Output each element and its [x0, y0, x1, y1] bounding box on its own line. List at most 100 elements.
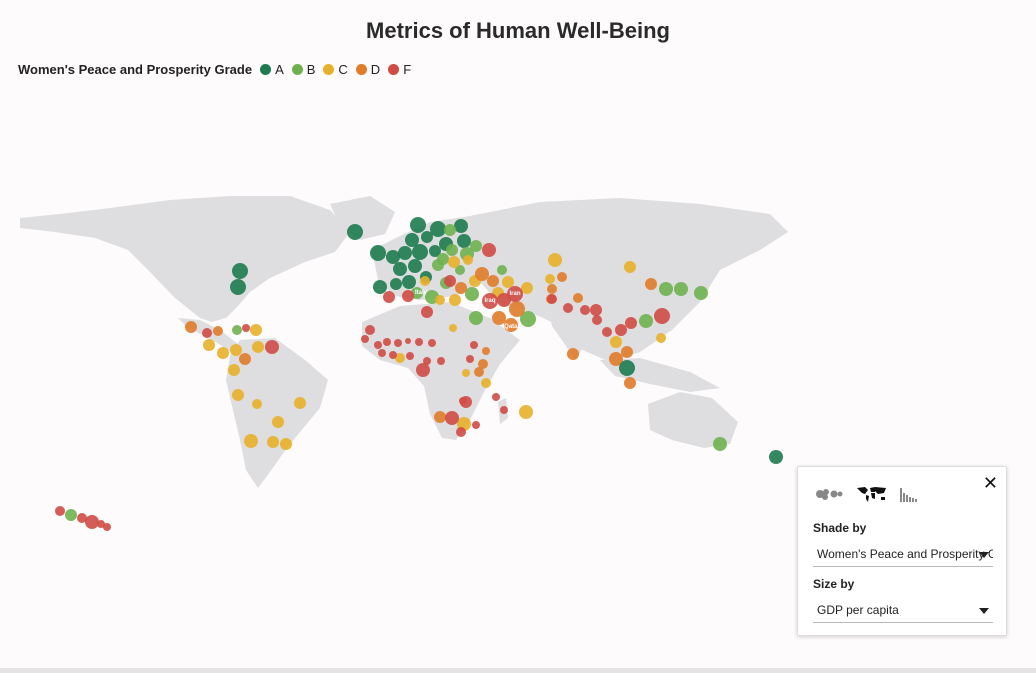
country-bubble-grade-f[interactable] [615, 324, 627, 336]
country-bubble-grade-f[interactable] [415, 338, 423, 346]
country-bubble-grade-f[interactable] [97, 520, 105, 528]
country-bubble-grade-f[interactable] [389, 351, 397, 359]
country-bubble-grade-b[interactable] [470, 240, 482, 252]
country-bubble-grade-d[interactable] [504, 318, 518, 332]
country-bubble-grade-b[interactable] [455, 265, 465, 275]
country-bubble-grade-d[interactable] [609, 352, 623, 366]
country-bubble-grade-c[interactable] [481, 378, 491, 388]
country-bubble-grade-c[interactable] [217, 347, 229, 359]
country-bubble-grade-f[interactable] [580, 305, 590, 315]
country-bubble-grade-c[interactable] [462, 369, 470, 377]
country-bubble-grade-c[interactable] [502, 276, 514, 288]
country-bubble-grade-a[interactable] [454, 219, 468, 233]
country-bubble-grade-c[interactable] [280, 438, 292, 450]
legend-item-c[interactable]: C [323, 62, 348, 77]
country-bubble-grade-b[interactable] [465, 287, 479, 301]
legend-item-a[interactable]: A [260, 62, 284, 77]
shade-by-select[interactable]: Women's Peace and Prosperity G [813, 543, 993, 567]
country-bubble-grade-f[interactable] [378, 349, 386, 357]
country-bubble-grade-a[interactable] [430, 221, 446, 237]
country-bubble-grade-c[interactable] [610, 336, 622, 348]
legend-item-f[interactable]: F [388, 62, 411, 77]
country-bubble-grade-d[interactable] [474, 367, 484, 377]
country-bubble-grade-a[interactable] [402, 275, 416, 289]
country-bubble-grade-f[interactable] [406, 352, 414, 360]
country-bubble-grade-d[interactable] [621, 346, 633, 358]
country-bubble-grade-c[interactable] [232, 389, 244, 401]
country-bubble-grade-a[interactable] [232, 263, 248, 279]
country-bubble-grade-a[interactable] [619, 360, 635, 376]
country-bubble-grade-d[interactable] [482, 347, 490, 355]
country-bubble-grade-c[interactable] [294, 397, 306, 409]
country-bubble-grade-d[interactable] [573, 293, 583, 303]
country-bubble-grade-b[interactable] [444, 224, 456, 236]
country-bubble-grade-b[interactable] [694, 286, 708, 300]
country-bubble-grade-f[interactable] [625, 317, 637, 329]
country-bubble-grade-f[interactable] [492, 393, 500, 401]
country-bubble-grade-f[interactable] [466, 355, 474, 363]
country-bubble-grade-c[interactable] [545, 274, 555, 284]
country-bubble-grade-c[interactable] [521, 282, 533, 294]
country-bubble-grade-d[interactable] [547, 284, 557, 294]
country-bubbles[interactable] [55, 217, 783, 531]
country-bubble-grade-c[interactable] [395, 353, 405, 363]
map-view-icon[interactable] [856, 485, 888, 503]
country-bubble-grade-f[interactable] [85, 515, 99, 529]
country-bubble-grade-d[interactable] [509, 301, 525, 317]
country-bubble-grade-c[interactable] [420, 276, 430, 286]
country-bubble-grade-a[interactable] [393, 262, 407, 276]
country-bubble-grade-f[interactable] [265, 340, 279, 354]
country-bubble-grade-f[interactable] [459, 397, 467, 405]
country-bubble-grade-f[interactable] [470, 341, 478, 349]
country-bubble-grade-f[interactable] [500, 406, 508, 414]
bottom-scrollbar[interactable] [0, 668, 1036, 673]
country-bubble-grade-c[interactable] [435, 295, 445, 305]
country-bubble-grade-a[interactable] [386, 250, 400, 264]
country-bubble-grade-c[interactable] [449, 324, 457, 332]
country-bubble-grade-f[interactable] [592, 315, 602, 325]
country-bubble-grade-c[interactable] [228, 364, 240, 376]
country-bubble-grade-f[interactable] [602, 327, 612, 337]
country-bubble-grade-b[interactable] [232, 325, 242, 335]
country-bubble-grade-c[interactable] [230, 344, 242, 356]
country-bubble-grade-b[interactable] [437, 253, 449, 265]
country-bubble-grade-c[interactable] [449, 294, 461, 306]
country-bubble-grade-d[interactable] [185, 321, 197, 333]
country-bubble-grade-a[interactable] [373, 280, 387, 294]
country-bubble-grade-c[interactable] [448, 256, 460, 268]
country-bubble-grade-f[interactable] [445, 411, 459, 425]
country-bubble-grade-b[interactable] [469, 311, 483, 325]
country-bubble-grade-c[interactable] [656, 333, 666, 343]
country-bubble-grade-f[interactable] [242, 324, 250, 332]
country-bubble-grade-f[interactable] [402, 290, 414, 302]
country-bubble-grade-c[interactable] [272, 416, 284, 428]
histogram-view-icon[interactable] [898, 485, 930, 503]
country-bubble-grade-f[interactable] [374, 341, 382, 349]
country-bubble-grade-f[interactable] [421, 306, 433, 318]
country-bubble-grade-f[interactable] [202, 328, 212, 338]
country-bubble-grade-f[interactable] [654, 308, 670, 324]
country-bubble-grade-f[interactable] [472, 421, 480, 429]
close-icon[interactable]: ✕ [982, 473, 998, 493]
country-bubble-grade-c[interactable] [244, 434, 258, 448]
country-bubble-grade-b[interactable] [497, 265, 507, 275]
country-bubble-grade-f[interactable] [547, 294, 557, 304]
country-bubble-grade-a[interactable] [347, 224, 363, 240]
country-bubble-grade-a[interactable] [457, 234, 471, 248]
country-bubble-grade-d[interactable] [487, 275, 499, 287]
legend-item-b[interactable]: B [291, 62, 315, 77]
country-bubble-grade-b[interactable] [674, 282, 688, 296]
country-bubble-grade-a[interactable] [398, 246, 412, 260]
country-bubble-grade-a[interactable] [370, 245, 386, 261]
country-bubble-grade-f[interactable] [361, 335, 369, 343]
country-bubble-grade-c[interactable] [548, 253, 562, 267]
country-bubble-grade-c[interactable] [463, 255, 473, 265]
country-bubble-grade-a[interactable] [769, 450, 783, 464]
country-bubble-grade-a[interactable] [230, 279, 246, 295]
country-bubble-grade-a[interactable] [421, 231, 433, 243]
country-bubble-grade-b[interactable] [65, 509, 77, 521]
country-bubble-grade-d[interactable] [567, 348, 579, 360]
country-bubble-grade-c[interactable] [519, 405, 533, 419]
legend-item-d[interactable]: D [355, 62, 380, 77]
country-bubble-grade-f[interactable] [405, 338, 411, 344]
